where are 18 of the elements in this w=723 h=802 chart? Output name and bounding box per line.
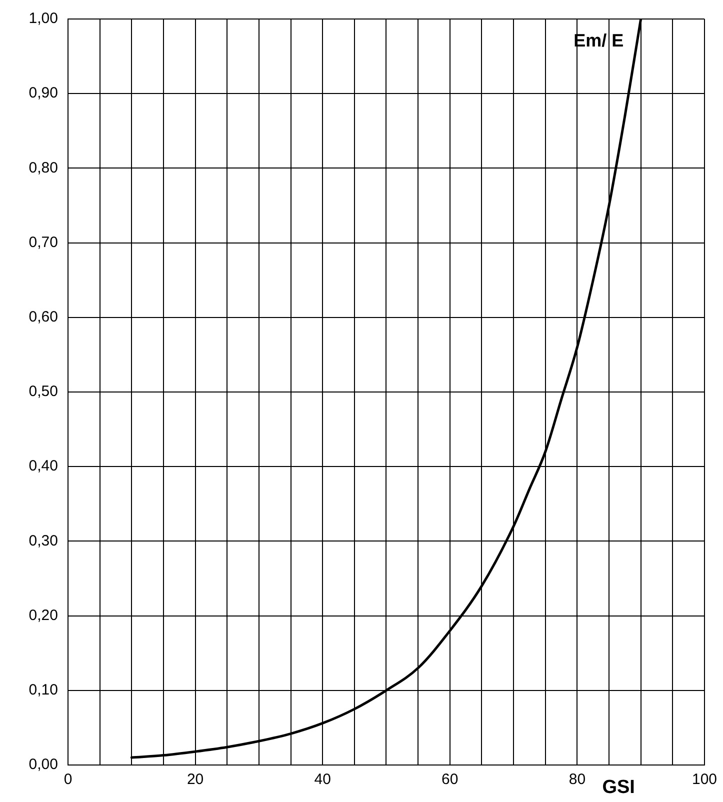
x-tick-label: 60: [442, 771, 458, 788]
y-tick-label: 0,40: [28, 458, 58, 475]
x-axis-title: GSI: [602, 777, 635, 798]
y-tick-label: 0,20: [28, 606, 58, 624]
y-tick-label: 1,00: [28, 10, 58, 28]
y-tick-label: 0,10: [28, 682, 58, 699]
y-tick-label: 0,70: [28, 234, 58, 251]
x-tick-label: 100: [692, 771, 717, 788]
y-tick-label: 0,00: [28, 756, 58, 774]
y-tick-label: 0,80: [28, 159, 58, 176]
x-tick-label: 0: [64, 771, 72, 788]
y-tick-label: 0,30: [28, 532, 58, 550]
y-tick-label: 0,90: [28, 84, 58, 102]
y-tick-label: 0,50: [28, 383, 58, 400]
x-tick-label: 40: [314, 771, 331, 788]
y-tick-label: 0,60: [28, 308, 58, 326]
x-tick-label: 20: [186, 771, 204, 788]
x-tick-label: 80: [568, 771, 586, 788]
